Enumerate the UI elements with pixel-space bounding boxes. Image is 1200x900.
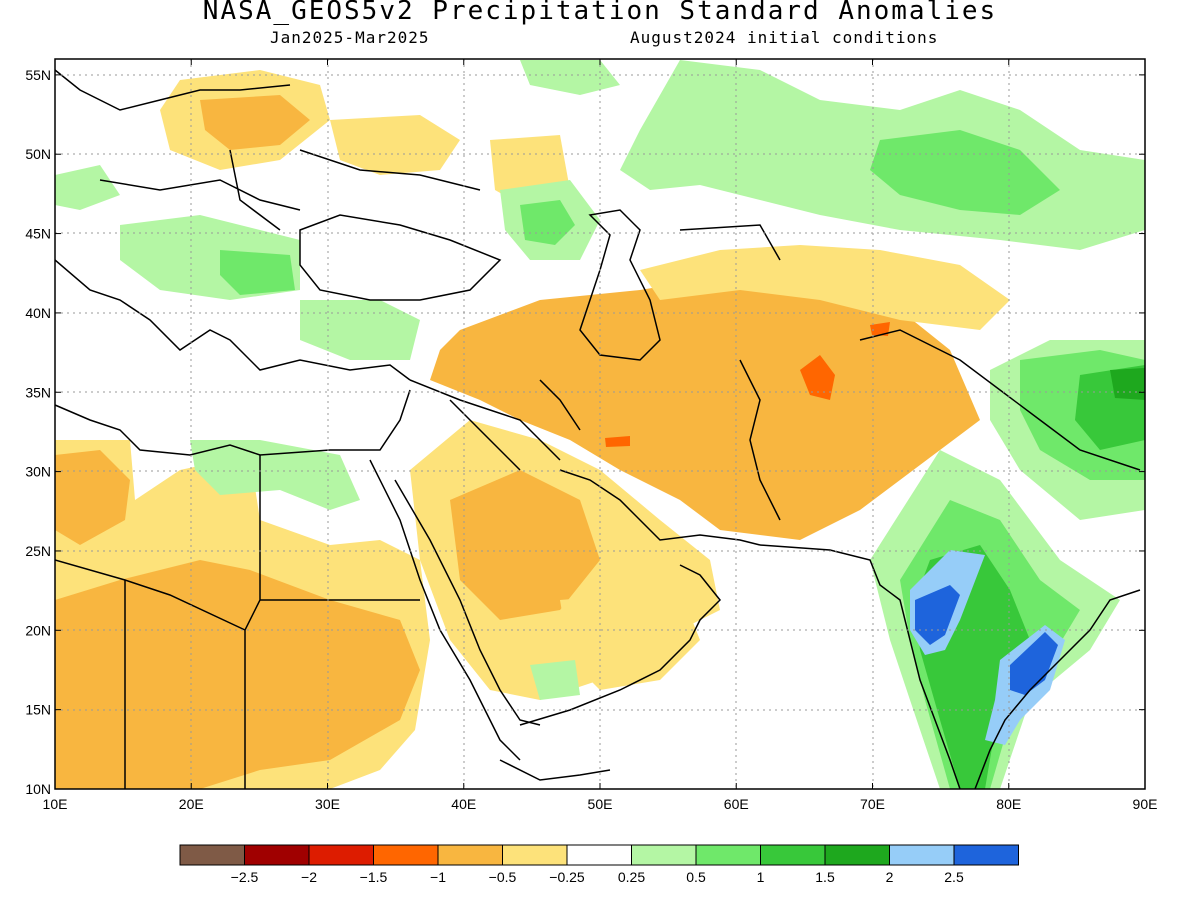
mediterranean-coast-north	[55, 259, 411, 381]
colorbar-swatch	[824, 844, 890, 866]
wet-anomaly-europe-west	[55, 165, 120, 210]
lon-label: 60E	[724, 796, 749, 812]
colorbar-swatch	[695, 844, 761, 866]
colorbar-label: −2.5	[231, 869, 259, 885]
dry-anomaly-central-asia-yellow	[640, 245, 1010, 330]
red-sea-coast-east	[394, 479, 541, 726]
colorbar-swatch	[244, 844, 310, 866]
colorbar-label: 2.5	[944, 869, 964, 885]
wet-anomaly-north	[520, 60, 620, 95]
wet-anomaly-east-coast-blue	[1010, 632, 1058, 695]
lat-label: 50N	[25, 146, 51, 162]
strong-dry-iran	[605, 436, 630, 447]
lat-label: 55N	[25, 67, 51, 83]
colorbar-label: −1	[430, 869, 446, 885]
somalia-coast	[499, 759, 611, 781]
wet-anomaly-caspian-mid	[520, 200, 575, 245]
lat-label: 10N	[25, 781, 51, 797]
dry-anomaly-africa-orange	[55, 560, 420, 789]
lat-label: 25N	[25, 543, 51, 559]
colorbar-label: 0.5	[686, 869, 706, 885]
lon-label: 90E	[1133, 796, 1158, 812]
strong-dry-tajik	[870, 322, 890, 336]
dry-anomaly-africa-orange-north	[55, 450, 130, 545]
wet-anomaly-arabia-south	[530, 660, 580, 700]
initial-conditions: August2024 initial conditions	[630, 28, 939, 47]
lon-label: 20E	[179, 796, 204, 812]
forecast-period: Jan2025-Mar2025	[270, 28, 430, 47]
colorbar-swatch	[631, 844, 697, 866]
lon-label: 50E	[588, 796, 613, 812]
colorbar-label: 2	[886, 869, 894, 885]
lat-label: 40N	[25, 305, 51, 321]
latitude-axis: 55N 50N 45N 40N 35N 30N 25N 20N 15N 10N	[25, 67, 1145, 797]
dry-anomaly-russia-yellow	[330, 115, 460, 175]
black-sea-coast	[299, 214, 502, 301]
lat-label: 35N	[25, 384, 51, 400]
colorbar-label: −2	[301, 869, 317, 885]
mediterranean-coast-south	[55, 389, 411, 456]
lon-label: 10E	[43, 796, 68, 812]
wet-anomaly-balkans-mid	[220, 250, 295, 295]
border-central-asia	[679, 224, 1141, 521]
coastlines	[55, 69, 1141, 789]
lat-label: 45N	[25, 226, 51, 242]
india-east-coast	[974, 589, 1141, 789]
border-middle-east	[409, 379, 581, 471]
colorbar-swatch	[953, 844, 1019, 866]
dry-anomaly-europe-orange	[200, 95, 310, 150]
colorbar-swatch	[437, 844, 503, 866]
colorbar: −2.5 −2 −1.5 −1 −0.5 −0.25 0.25 0.5 1 1.5 2 2.5	[179, 844, 1019, 885]
anomaly-fields	[55, 60, 1145, 789]
chart-title: NASA_GEOS5v2 Precipitation Standard Anom…	[202, 0, 998, 26]
wet-anomaly-china-stronger	[1110, 368, 1145, 400]
arabia-south-coast	[519, 564, 722, 726]
lat-label: 15N	[25, 702, 51, 718]
colorbar-label: −1.5	[360, 869, 388, 885]
colorbar-label: 1	[757, 869, 765, 885]
lat-label: 30N	[25, 464, 51, 480]
lon-label: 80E	[996, 796, 1021, 812]
colorbar-swatch	[373, 844, 439, 866]
lon-label: 70E	[860, 796, 885, 812]
colorbar-swatch	[502, 844, 568, 866]
graticule	[55, 59, 1145, 789]
colorbar-swatch	[308, 844, 374, 866]
colorbar-label: −0.25	[549, 869, 585, 885]
lon-label: 40E	[451, 796, 476, 812]
colorbar-swatch	[760, 844, 826, 866]
colorbar-label: 0.25	[618, 869, 645, 885]
colorbar-swatch	[566, 844, 632, 866]
longitude-axis: 10E 20E 30E 40E 50E 60E 70E 80E 90E	[43, 59, 1158, 812]
lon-label: 30E	[315, 796, 340, 812]
wet-anomaly-russia-mid	[870, 130, 1060, 215]
colorbar-label: −0.5	[489, 869, 517, 885]
dry-anomaly-iran-afghan	[430, 280, 980, 540]
strong-dry-afghan	[800, 355, 835, 400]
persian-gulf-coast	[559, 469, 761, 546]
colorbar-label: 1.5	[815, 869, 835, 885]
india-west-coast	[759, 544, 961, 789]
dry-anomaly-arabia-orange	[450, 470, 600, 620]
border-europe	[99, 149, 481, 231]
wet-anomaly-turkey	[300, 300, 420, 360]
colorbar-swatch	[889, 844, 955, 866]
border-africa	[55, 455, 420, 789]
lat-label: 20N	[25, 622, 51, 638]
wet-anomaly-egypt	[190, 440, 360, 510]
europe-north-coast	[55, 69, 291, 111]
colorbar-swatch	[179, 844, 245, 866]
